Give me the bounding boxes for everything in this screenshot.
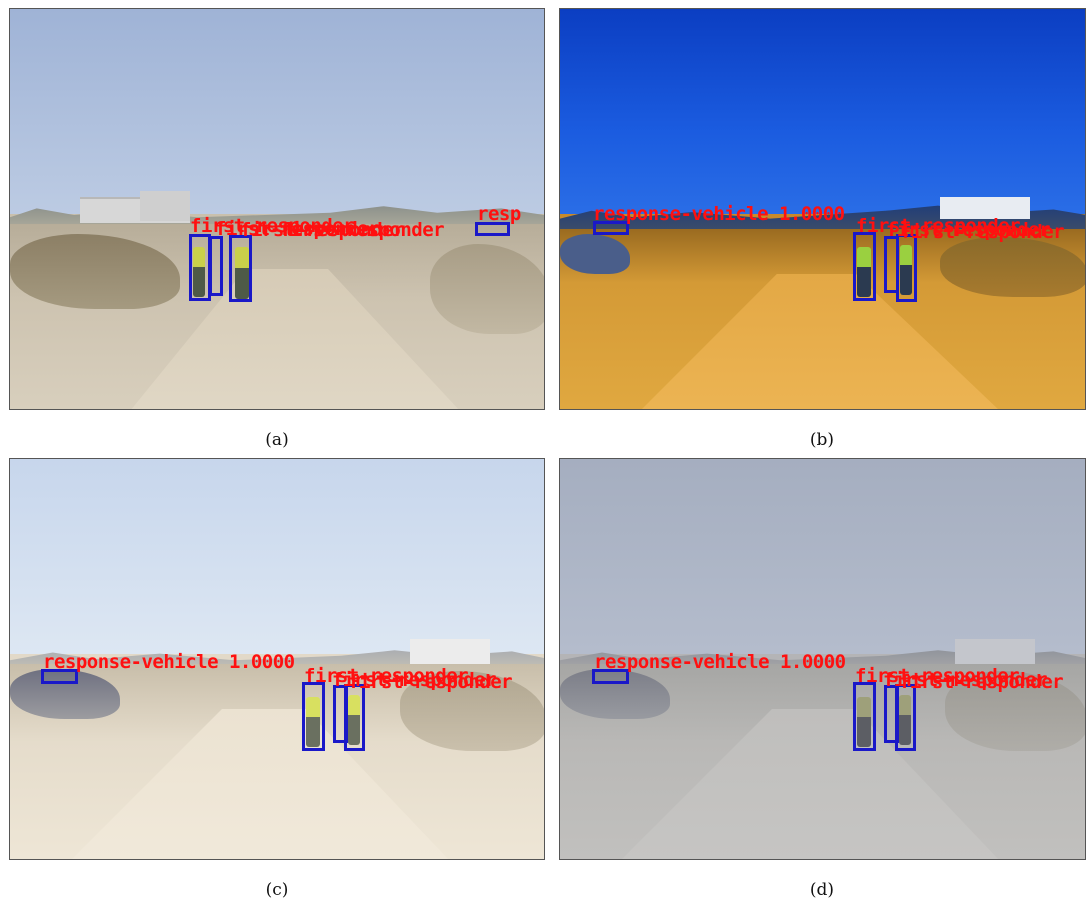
bounding-box	[895, 684, 916, 751]
detection-label: first-responder	[883, 669, 1048, 691]
bounding-box	[209, 236, 223, 296]
building	[940, 197, 1030, 219]
brush-right	[430, 244, 544, 334]
person	[306, 697, 320, 747]
person	[857, 247, 871, 297]
bounding-box	[853, 232, 876, 301]
sky	[10, 9, 544, 214]
caption-c: (c)	[265, 880, 289, 900]
building	[140, 191, 190, 221]
bounding-box	[189, 234, 211, 301]
detection-label: first-responder	[280, 219, 445, 241]
detection-label: response-vehicle 1.0000	[594, 651, 846, 673]
brush-left	[560, 669, 670, 719]
detection-label: first-responder	[304, 665, 469, 687]
bounding-box	[229, 235, 252, 302]
brush-left	[560, 234, 630, 274]
sky	[560, 459, 1085, 654]
person	[857, 697, 871, 747]
detection-label: first-responder	[899, 671, 1064, 693]
brush-right	[940, 237, 1085, 297]
detection-label: first-responder	[348, 671, 513, 693]
detection-label: resp	[477, 203, 521, 225]
caption-b: (b)	[809, 430, 835, 450]
detection-label: response-vehicle 1.0000	[593, 203, 845, 225]
person	[235, 247, 249, 299]
panel-c: response-vehicle 1.0000 first-responder …	[9, 458, 545, 860]
brush-left	[10, 669, 120, 719]
brush-right	[945, 671, 1085, 751]
panel-a: first-responder first-responder first-re…	[9, 8, 545, 410]
detection-label: first-responder	[240, 219, 405, 241]
detection-label: first-responder	[886, 219, 1051, 241]
bounding-box	[475, 222, 510, 236]
person	[348, 695, 360, 745]
bounding-box	[41, 669, 78, 684]
building	[955, 639, 1035, 665]
bounding-box	[853, 682, 876, 751]
building	[410, 639, 490, 665]
bounding-box	[592, 669, 629, 684]
detection-label: response-vehicle 1.0000	[43, 651, 295, 673]
detection-label: first-responder	[855, 665, 1020, 687]
caption-d: (d)	[809, 880, 835, 900]
detection-label: first-responder	[190, 215, 355, 237]
brush-right	[400, 671, 544, 751]
sky	[10, 459, 544, 654]
detection-label: first-responder	[332, 669, 497, 691]
caption-a: (a)	[265, 430, 289, 450]
bounding-box	[593, 221, 629, 235]
bounding-box	[896, 234, 917, 302]
sky	[560, 9, 1085, 214]
detection-label: first-responder	[900, 221, 1065, 243]
detection-label: first-responder	[215, 218, 380, 240]
bounding-box	[302, 682, 325, 751]
detection-label: first-responder	[856, 215, 1021, 237]
panel-d: response-vehicle 1.0000 first-responder …	[559, 458, 1086, 860]
person	[899, 695, 911, 745]
bounding-box	[344, 684, 365, 751]
person	[900, 245, 912, 295]
panel-b: response-vehicle 1.0000 first-responder …	[559, 8, 1086, 410]
person	[193, 247, 205, 297]
